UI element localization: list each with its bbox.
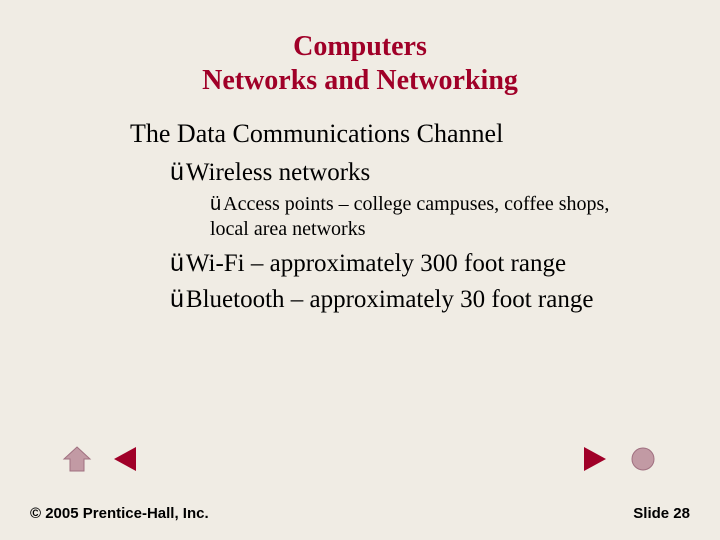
nav-left-group [60,444,142,474]
bullet-text: Bluetooth – approximately 30 foot range [186,286,594,313]
title-line-2: Networks and Networking [202,65,518,96]
bullet-text: Access points – college campuses, coffee… [210,193,609,240]
check-icon: ü [170,249,184,277]
nav-right-group [578,444,660,474]
check-icon: ü [170,158,184,186]
prev-button[interactable] [108,444,142,474]
title-line-1: Computers [293,31,427,62]
arrow-left-icon [110,445,140,473]
bullet-text: Wireless networks [186,159,370,186]
copyright: © 2005 Prentice-Hall, Inc. [30,505,209,522]
slide: Computers Networks and Networking The Da… [0,0,720,540]
bullet-wireless: üWireless networks [170,157,640,188]
home-button[interactable] [60,444,94,474]
arrow-right-icon [580,445,610,473]
circle-icon [628,445,658,473]
slide-subtitle: The Data Communications Channel [130,119,680,149]
check-icon: ü [170,285,184,313]
nav-row [0,444,720,480]
footer: © 2005 Prentice-Hall, Inc. Slide 28 [0,505,720,522]
end-button[interactable] [626,444,660,474]
check-icon: ü [210,193,221,215]
bullet-text: Wi-Fi – approximately 300 foot range [186,250,566,277]
bullet-bluetooth: üBluetooth – approximately 30 foot range [170,284,640,315]
slide-title: Computers Networks and Networking [40,30,680,97]
home-icon [62,445,92,473]
bullet-access-points: üAccess points – college campuses, coffe… [210,192,620,242]
bullet-wifi: üWi-Fi – approximately 300 foot range [170,248,640,279]
slide-number: Slide 28 [633,505,690,522]
next-button[interactable] [578,444,612,474]
